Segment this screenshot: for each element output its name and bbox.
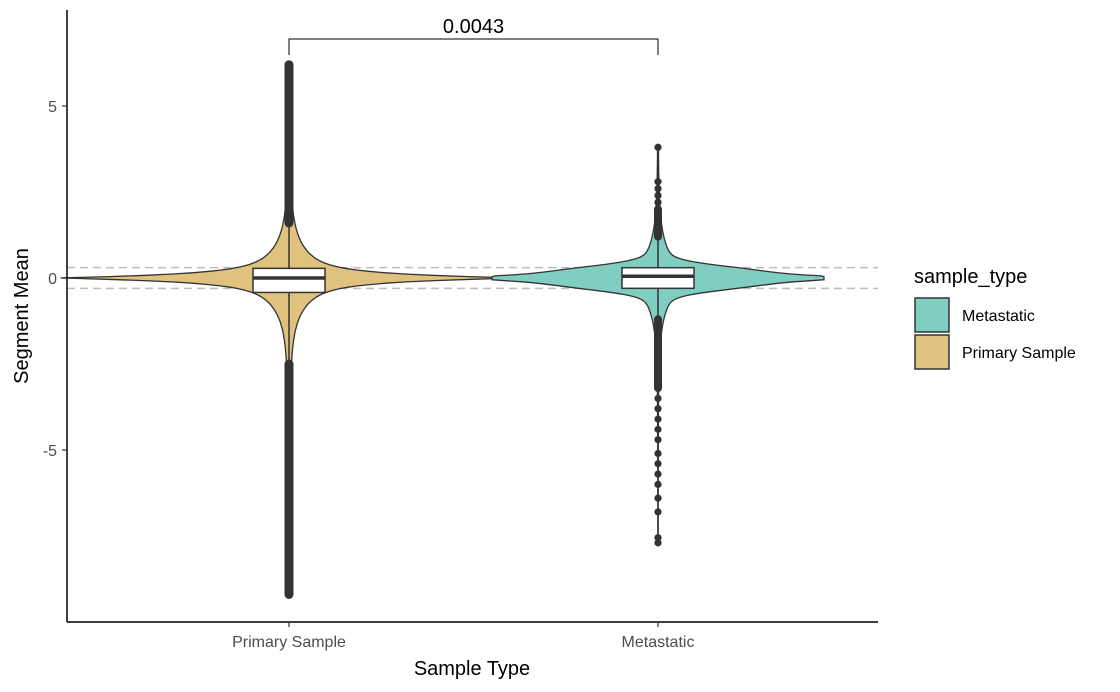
outlier-point bbox=[654, 405, 662, 413]
x-axis-title: Sample Type bbox=[414, 658, 530, 680]
outlier-point bbox=[654, 436, 662, 444]
outlier-point bbox=[654, 494, 662, 502]
outlier-point bbox=[654, 460, 662, 468]
boxplots bbox=[252, 60, 695, 599]
outlier-point bbox=[654, 143, 662, 151]
violins bbox=[60, 64, 825, 596]
significance-label: 0.0043 bbox=[443, 16, 504, 38]
y-axis-title: Segment Mean bbox=[11, 248, 33, 384]
outlier-point bbox=[654, 415, 662, 423]
x-tick-label: Metastatic bbox=[622, 634, 695, 651]
y-tick-label: 0 bbox=[48, 271, 57, 288]
outlier-point bbox=[654, 178, 662, 186]
x-tick-label: Primary Sample bbox=[232, 634, 346, 651]
outlier-point bbox=[654, 534, 662, 542]
outlier-point bbox=[654, 449, 662, 458]
y-tick-label: -5 bbox=[43, 443, 57, 460]
reference-lines bbox=[67, 266, 878, 290]
legend-swatch bbox=[914, 334, 950, 370]
significance-bracket-line bbox=[288, 38, 659, 55]
outlier-point bbox=[654, 394, 662, 402]
outlier-point bbox=[654, 184, 662, 193]
box-0 bbox=[252, 267, 326, 294]
x-ticks: Primary Sample Metastatic bbox=[232, 622, 694, 651]
boxplot-0 bbox=[252, 60, 326, 599]
outlier-point bbox=[654, 470, 662, 478]
outlier-point bbox=[654, 198, 662, 206]
legend-title: sample_type bbox=[914, 266, 1027, 288]
legend-label: Metastatic bbox=[962, 308, 1035, 325]
outlier-point bbox=[654, 425, 662, 433]
outlier-point bbox=[654, 508, 662, 516]
y-ticks: 5 0 -5 bbox=[43, 99, 67, 460]
outlier-point bbox=[654, 480, 662, 488]
axes bbox=[66, 10, 878, 623]
significance-bracket: 0.0043 bbox=[288, 16, 659, 55]
legend: sample_type Metastatic Primary Sample bbox=[914, 266, 1076, 370]
legend-label: Primary Sample bbox=[962, 345, 1076, 362]
y-tick-label: 5 bbox=[48, 99, 57, 116]
outlier-point bbox=[654, 539, 662, 547]
legend-swatch bbox=[914, 297, 950, 333]
boxplot-1 bbox=[621, 143, 695, 547]
outlier-point bbox=[654, 191, 662, 200]
